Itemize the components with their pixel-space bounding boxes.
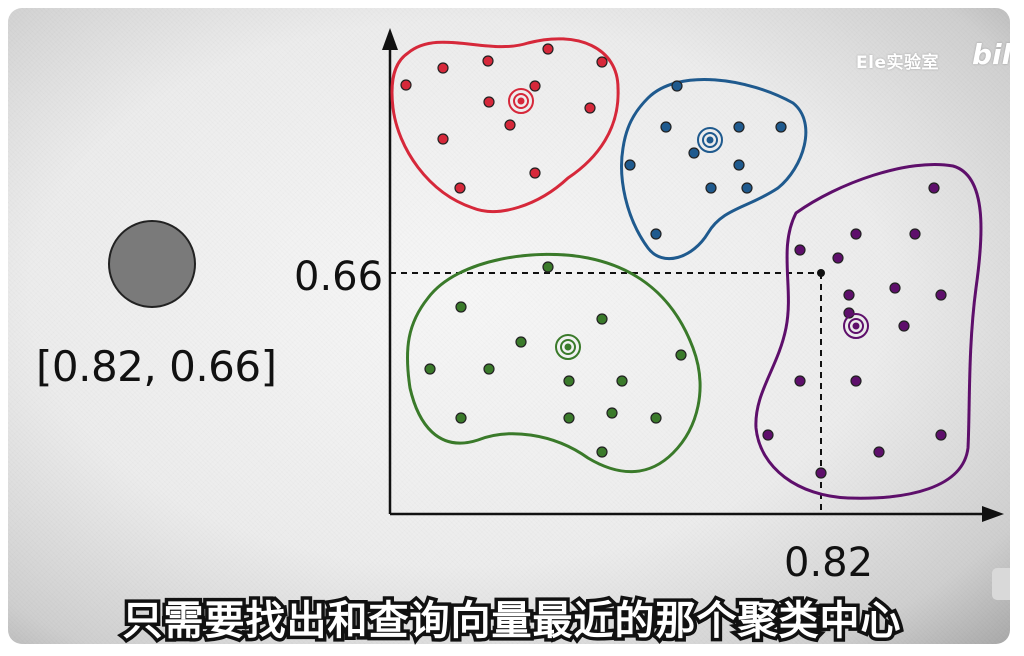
x-tick-label: 0.82	[784, 540, 874, 586]
bilibili-logo: bili	[972, 38, 1010, 71]
cluster-blue	[620, 78, 808, 261]
cluster-diagram	[108, 28, 1004, 522]
cluster-green-centroid	[555, 334, 581, 360]
channel-watermark: Ele实验室	[856, 53, 939, 73]
x-axis-arrow	[982, 506, 1004, 522]
query-vector-label: [0.82, 0.66]	[36, 342, 277, 391]
y-axis-arrow	[382, 28, 398, 50]
query-point-marker	[817, 269, 825, 277]
y-tick-label: 0.66	[294, 254, 384, 300]
video-frame: Ele实验室 bili [0.82, 0.66] 0.66 0.82	[8, 8, 1010, 644]
cluster-purple-centroid	[843, 313, 869, 339]
cluster-red	[390, 37, 620, 213]
video-subtitle: 只需要找出和查询向量最近的那个聚类中心	[119, 595, 904, 648]
query-vector-circle	[108, 220, 196, 308]
cluster-purple-boundary	[754, 163, 983, 500]
cluster-blue-centroid	[697, 127, 723, 153]
cluster-red-boundary	[390, 37, 620, 213]
cluster-purple	[754, 163, 983, 500]
cluster-green	[405, 252, 702, 474]
axes	[388, 38, 996, 516]
side-panel-tab[interactable]	[992, 568, 1010, 600]
cluster-red-centroid	[508, 88, 534, 114]
cluster-blue-boundary	[620, 78, 808, 261]
cluster-green-boundary	[405, 252, 702, 474]
